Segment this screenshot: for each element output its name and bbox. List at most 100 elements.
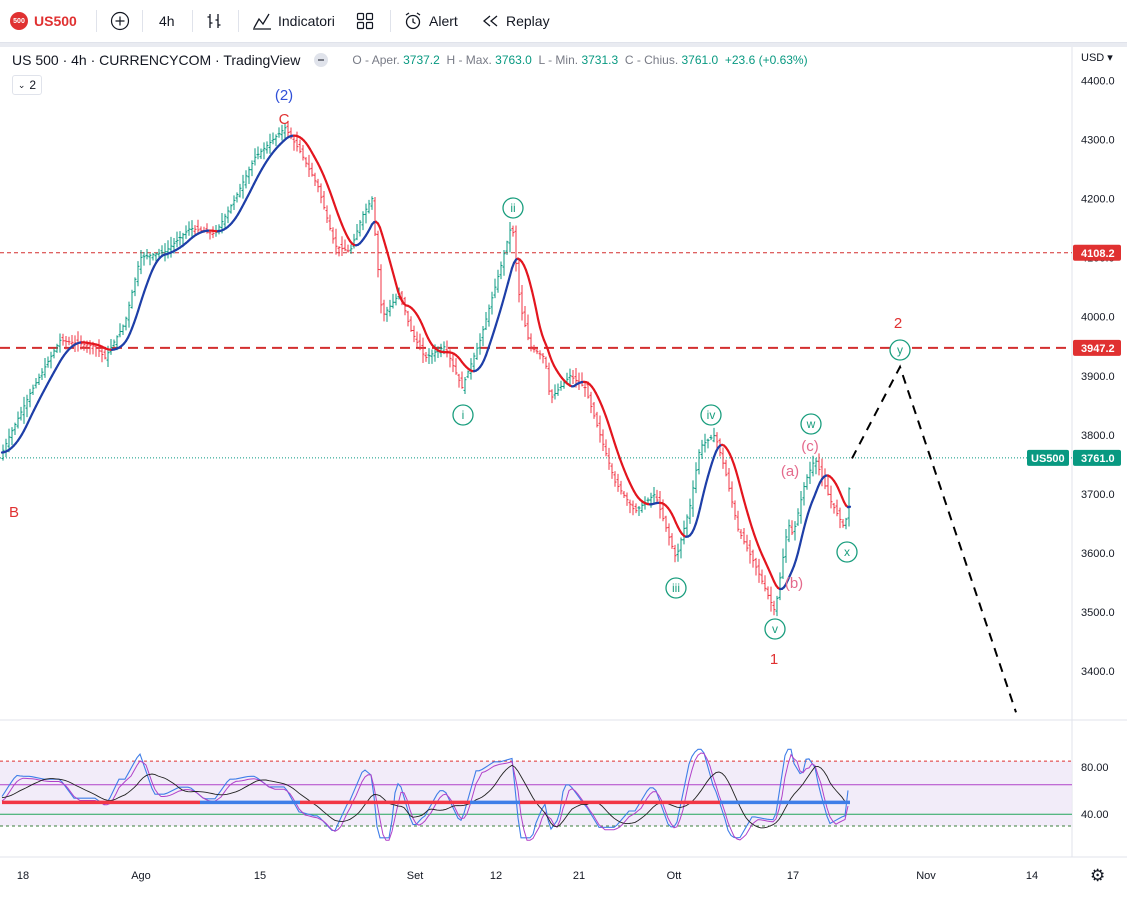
price-tick-label: 4200.0 bbox=[1081, 194, 1115, 206]
toolbar-divider bbox=[390, 10, 391, 32]
wave-label-iii: iii bbox=[672, 581, 680, 595]
plus-circle-icon bbox=[110, 11, 130, 31]
wave-label-c-minor: (c) bbox=[801, 438, 819, 455]
time-tick-label: 18 bbox=[17, 870, 29, 882]
symbol-badge bbox=[1027, 449, 1069, 466]
chart-type-button[interactable] bbox=[205, 0, 225, 42]
ma-segment bbox=[532, 298, 538, 310]
replay-button[interactable]: Replay bbox=[482, 0, 550, 42]
ma-segment bbox=[794, 551, 800, 561]
time-tick-label: 12 bbox=[490, 870, 502, 882]
level-badge-mid-text: 3947.2 bbox=[1081, 343, 1115, 355]
ma-segment bbox=[708, 461, 714, 471]
header-divider bbox=[0, 43, 1127, 47]
bars-icon bbox=[207, 14, 221, 28]
price-tick-label: 3500.0 bbox=[1081, 607, 1115, 619]
wave-label-w: w bbox=[806, 417, 816, 431]
oscillator-pane: 80.00 40.00 bbox=[0, 748, 1109, 841]
ma-segment bbox=[702, 482, 708, 493]
level-badge-upper-text: 4108.2 bbox=[1081, 248, 1115, 260]
time-tick-label: Nov bbox=[916, 870, 936, 882]
collapse-count: 2 bbox=[29, 78, 37, 92]
wave-label-v-circle bbox=[764, 618, 786, 640]
ohlc-values: O - Aper. 3737.2 H - Max. 3763.0 L - Min… bbox=[352, 53, 807, 67]
wave-label-i-circle bbox=[452, 404, 474, 426]
layout-button[interactable] bbox=[356, 0, 374, 42]
price-tick-label: 4000.0 bbox=[1081, 312, 1115, 324]
ma-segment bbox=[378, 226, 384, 236]
replay-label: Replay bbox=[506, 13, 550, 29]
price-tick-label: 3400.0 bbox=[1081, 666, 1115, 678]
time-axis: 18 Ago 15 Set 12 21 Ott 17 Nov 14 bbox=[17, 870, 1038, 882]
collapse-indicators-button[interactable]: ⌄ 2 bbox=[12, 75, 42, 95]
symbol-selector[interactable]: 500 US500 bbox=[10, 0, 77, 42]
time-tick-label: Set bbox=[407, 870, 424, 882]
ma-segment bbox=[526, 274, 532, 285]
ma-segment bbox=[796, 543, 802, 554]
wave-label-b-minor: (b) bbox=[785, 575, 803, 592]
time-tick-label: Ago bbox=[131, 870, 151, 882]
ma-segment bbox=[704, 475, 710, 485]
ma-segment bbox=[494, 317, 500, 326]
interval-button[interactable]: 4h bbox=[159, 0, 175, 42]
ma-segment bbox=[384, 246, 390, 256]
indicators-button[interactable]: Indicatori bbox=[252, 0, 335, 42]
close-value: 3761.0 bbox=[681, 53, 719, 67]
ma-segment bbox=[744, 506, 750, 516]
ma-segment bbox=[504, 281, 510, 292]
level-badge-upper bbox=[1073, 244, 1121, 261]
interval-label: 4h bbox=[159, 13, 175, 29]
ma-segment bbox=[696, 507, 702, 518]
wave-label-a: (a) bbox=[781, 463, 799, 480]
symbol-name: US500 bbox=[34, 13, 77, 29]
wave-label-y-circle bbox=[889, 339, 911, 361]
oscillator-band bbox=[0, 761, 1072, 826]
time-tick-label: Ott bbox=[667, 870, 682, 882]
legend-title: US 500 · 4h · CURRENCYCOM · TradingView bbox=[12, 52, 301, 68]
ma-segment bbox=[734, 469, 740, 479]
time-tick-label: 15 bbox=[254, 870, 266, 882]
price-tick-label: 3600.0 bbox=[1081, 548, 1115, 560]
ma-segment bbox=[608, 427, 614, 436]
ma-segment bbox=[536, 317, 542, 329]
price-tick-label: 4400.0 bbox=[1081, 76, 1115, 88]
low-value: 3731.3 bbox=[581, 53, 619, 67]
ma-segment bbox=[498, 303, 504, 313]
moving-average bbox=[0, 134, 852, 591]
close-label: C - Chius. bbox=[624, 53, 679, 67]
projection-path bbox=[851, 364, 1017, 713]
alert-button[interactable]: Alert bbox=[403, 0, 458, 42]
toolbar-divider bbox=[238, 10, 239, 32]
level-badge-mid bbox=[1073, 339, 1121, 356]
ma-segment bbox=[802, 519, 808, 530]
wave-label-1: 1 bbox=[770, 651, 778, 668]
wave-label-v: v bbox=[772, 622, 778, 636]
oscillator-slow-line bbox=[1, 752, 849, 841]
ma-segment bbox=[738, 484, 744, 495]
ma-segment bbox=[746, 513, 752, 523]
ma-segment bbox=[798, 535, 804, 546]
ma-segment bbox=[700, 490, 706, 501]
wave-label-ii: ii bbox=[510, 201, 515, 215]
gear-icon[interactable]: ⚙ bbox=[1090, 866, 1106, 885]
price-tick-label: 3700.0 bbox=[1081, 489, 1115, 501]
toolbar-divider bbox=[142, 10, 143, 32]
wave-label-x-circle bbox=[836, 541, 858, 563]
symbol-badge-text: US500 bbox=[1031, 453, 1065, 465]
add-symbol-button[interactable] bbox=[110, 0, 130, 42]
wave-label-c: C bbox=[279, 111, 290, 128]
ma-segment bbox=[136, 303, 142, 313]
eye-icon[interactable] bbox=[314, 53, 329, 67]
wave-label-b: B bbox=[9, 504, 19, 521]
alarm-clock-icon bbox=[405, 12, 421, 30]
wave-label-iv: iv bbox=[707, 408, 716, 422]
high-value: 3763.0 bbox=[495, 53, 532, 67]
ma-segment bbox=[748, 520, 754, 529]
ma-segment bbox=[804, 512, 810, 522]
wave-label-2: 2 bbox=[894, 315, 902, 332]
time-tick-label: 14 bbox=[1026, 870, 1038, 882]
ma-segment bbox=[528, 281, 534, 293]
ma-segment bbox=[694, 515, 700, 525]
